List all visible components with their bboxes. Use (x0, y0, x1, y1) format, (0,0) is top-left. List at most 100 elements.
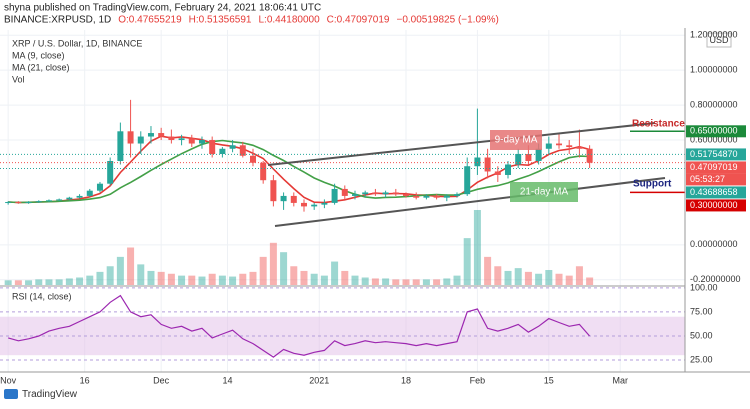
candle-body (300, 202, 307, 207)
price-tag-label: 0.47097019 (690, 162, 738, 172)
candle-body (331, 188, 338, 203)
volume-bar (55, 279, 63, 285)
candle-body (96, 183, 103, 191)
volume-bar (586, 277, 594, 285)
symbol-info: BINANCE:XRPUSD, 1D (4, 15, 111, 26)
candle-body (249, 155, 256, 163)
volume-bar (484, 256, 492, 285)
candle-body (56, 199, 63, 201)
price-tag (686, 199, 746, 212)
volume-bar (555, 273, 563, 285)
ma21-annotation: 21-day MA (520, 187, 569, 198)
ma9-annotation: 9-day MA (495, 135, 538, 146)
volume-bar (504, 270, 512, 285)
volume-bar (76, 277, 84, 285)
symbol-info: −0.00519825 (−1.09%) (397, 15, 499, 26)
candle-body (515, 154, 522, 165)
y-tick-label: 1.20000000 (690, 30, 738, 40)
legend-rsi: RSI (14, close) (12, 291, 72, 301)
volume-bar (167, 273, 175, 285)
rsi-tick-label: 100.00 (690, 282, 718, 292)
volume-bar (96, 271, 104, 285)
candle-body (219, 148, 226, 155)
ma9-annotation-box (490, 130, 542, 150)
legend-vol: Vol (12, 74, 25, 84)
volume-bar (157, 271, 165, 285)
plot-area (0, 30, 685, 372)
x-tick-label: Nov (0, 375, 17, 385)
candle-body (137, 136, 144, 144)
legend-title: XRP / U.S. Dollar, 1D, BINANCE (12, 38, 142, 48)
candle-body (454, 194, 461, 196)
volume-bar (392, 279, 400, 285)
channel-lower (274, 177, 666, 227)
candle-body (372, 192, 379, 195)
volume-bar (535, 273, 543, 285)
volume-bar (514, 268, 522, 285)
candle-body (188, 138, 195, 144)
volume-bar (4, 280, 12, 285)
countdown-tag (686, 173, 746, 186)
candle-body (525, 154, 532, 161)
candle-body (76, 195, 83, 198)
candle-body (351, 194, 358, 196)
volume-bar (239, 273, 247, 285)
price-tag-label: 0.30000000 (690, 200, 738, 210)
published-line: shyna published on TradingView.com, Febr… (4, 3, 321, 14)
price-tag (686, 148, 746, 161)
tradingview-logo (4, 389, 18, 399)
currency-box (706, 32, 732, 48)
volume-bar (127, 247, 135, 285)
volume-bar (188, 275, 196, 285)
y-tick-label: 0.80000000 (690, 99, 738, 109)
candle-body (5, 202, 12, 204)
symbol-info: C:0.47097019 (327, 15, 390, 26)
volume-bar (331, 261, 339, 285)
rsi-tick-label: 50.00 (690, 330, 713, 340)
volume-bar (14, 280, 22, 285)
rsi-line (8, 294, 591, 358)
candle-body (168, 136, 175, 141)
ma21-line (8, 139, 590, 204)
candle-body (505, 164, 512, 175)
candle-body (494, 171, 501, 175)
volume-bar (147, 270, 155, 285)
volume-bar (494, 266, 502, 285)
volume-bar (86, 275, 94, 285)
volume-bar (524, 271, 532, 285)
volume-bar (106, 266, 114, 285)
volume-bar (382, 278, 390, 285)
x-tick-label: Mar (612, 375, 628, 385)
y-tick-label: -0.20000000 (690, 274, 741, 284)
x-tick-label: 16 (80, 375, 90, 385)
y-tick-label: 0.00000000 (690, 239, 738, 249)
volume-bar (178, 275, 186, 285)
candle-body (290, 195, 297, 203)
volume-bar (402, 279, 410, 285)
candle-body (198, 140, 205, 144)
candle-body (209, 140, 216, 155)
price-tag (686, 186, 746, 199)
candle-body (311, 204, 318, 207)
candle-body (127, 131, 134, 144)
candle-body (341, 188, 348, 196)
candle-body (362, 192, 369, 195)
currency: USD (709, 35, 729, 45)
volume-bar (269, 242, 277, 285)
y-tick-label: 1.00000000 (690, 65, 738, 75)
volume-bar (45, 279, 53, 285)
rsi-tick-label: 25.00 (690, 354, 713, 364)
symbol-info: O:0.47655219 (118, 15, 182, 26)
volume-bar (320, 275, 328, 285)
symbol-info: L:0.44180000 (258, 15, 320, 26)
candle-body (107, 160, 114, 184)
candle-body (413, 195, 420, 198)
volume-bar (422, 279, 430, 285)
symbol-line: BINANCE:XRPUSD, 1D O:0.47655219 H:0.513565… (4, 15, 499, 26)
candle-body (535, 148, 542, 161)
volume-bar (280, 252, 288, 285)
candle-body (280, 195, 287, 202)
volume-bar (218, 275, 226, 285)
volume-bar (453, 275, 461, 285)
